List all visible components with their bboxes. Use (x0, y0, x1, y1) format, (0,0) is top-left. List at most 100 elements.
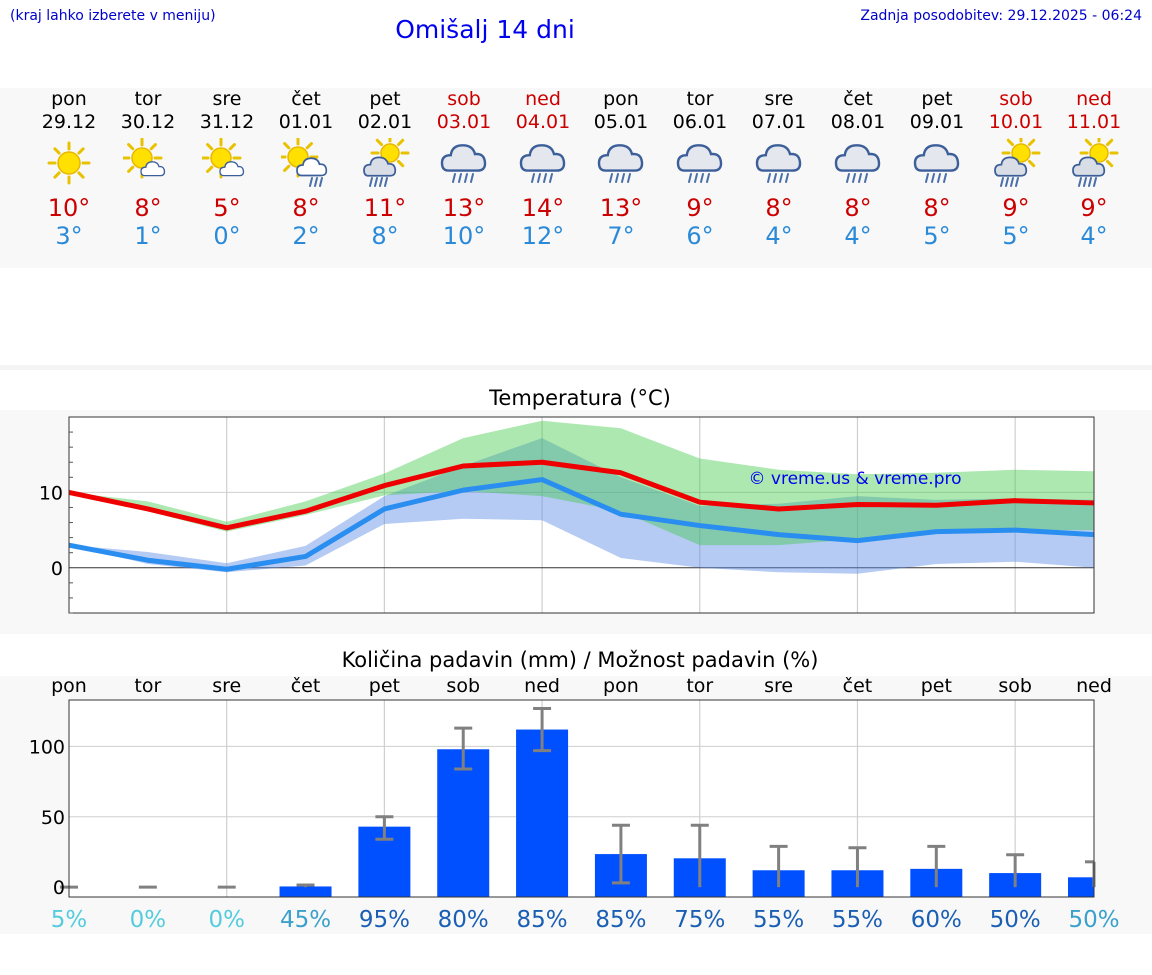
forecast-day: pet 02.01 11° 8° (345, 88, 425, 250)
category-label: sob (446, 675, 480, 697)
day-name: sre (212, 88, 242, 110)
y-tick-label: 10 (39, 482, 63, 504)
forecast-day: sob 03.01 13° 10° (424, 88, 504, 250)
category-label: pet (921, 675, 952, 697)
category-label: sob (998, 675, 1032, 697)
day-name: čet (291, 88, 321, 110)
min-temp: 7° (607, 222, 635, 250)
temperature-chart-title: Temperatura (°C) (489, 386, 671, 410)
y-tick-label: 0 (53, 877, 65, 899)
category-label: čet (291, 675, 321, 697)
forecast-day: čet 08.01 8° 4° (818, 88, 898, 250)
forecast-day: pon 29.12 10° 3° (29, 88, 109, 250)
forecast-day: ned 04.01 14° 12° (503, 88, 583, 250)
forecast-day: pon 05.01 13° 7° (581, 88, 661, 250)
sun-dark-cloud-rain-icon (991, 133, 1041, 188)
day-name: sob (999, 88, 1033, 110)
plot-area (69, 700, 1094, 897)
page-title: Omišalj 14 dni (395, 15, 575, 44)
precip-probability: 85% (595, 907, 646, 933)
sun-dark-cloud-rain-icon (360, 133, 410, 188)
forecast-day: tor 30.12 8° 1° (108, 88, 188, 250)
precip-bar (516, 729, 569, 897)
category-label: čet (843, 675, 873, 697)
precip-probability: 75% (674, 907, 725, 933)
cloud-rain-icon (912, 138, 962, 188)
category-label: pet (369, 675, 400, 697)
forecast-day: sob 10.01 9° 5° (976, 88, 1056, 250)
temperature-chart: 0 10 © vreme.us & vreme.pro (39, 416, 1095, 614)
category-label: ned (524, 675, 560, 697)
min-temp: 0° (213, 222, 241, 250)
day-name: pon (51, 88, 87, 110)
max-temp: 10° (47, 194, 91, 222)
y-tick-label: 100 (29, 736, 65, 758)
watermark: © vreme.us & vreme.pro (748, 469, 961, 489)
divider (0, 365, 1152, 370)
category-label: tor (686, 675, 713, 697)
precip-probability: 5% (51, 907, 88, 933)
min-temp: 12° (521, 222, 565, 250)
location-menu-hint[interactable]: (kraj lahko izberete v meniju) (10, 8, 216, 24)
sun-dark-cloud-rain-icon (1069, 133, 1119, 188)
day-name: pet (369, 88, 401, 110)
min-temp: 10° (442, 222, 486, 250)
precip-probability: 0% (208, 907, 245, 933)
max-temp: 8° (923, 194, 951, 222)
sun-cloud-icon (200, 137, 252, 188)
day-date: 03.01 (436, 111, 492, 133)
day-date: 08.01 (830, 111, 886, 133)
max-temp: 8° (844, 194, 872, 222)
min-temp-line (68, 477, 1095, 572)
cloud-rain-icon (833, 138, 883, 188)
min-temp: 4° (844, 222, 872, 250)
forecast-band (0, 88, 1152, 268)
precip-probability: 55% (753, 907, 804, 933)
category-label: ned (1076, 675, 1112, 697)
min-temp: 5° (1002, 222, 1030, 250)
forecast-day: ned 11.01 9° 4° (1054, 88, 1134, 250)
category-label: pon (603, 675, 639, 697)
forecast-day: sre 31.12 5° 0° (187, 88, 267, 250)
day-date: 04.01 (515, 111, 571, 133)
day-date: 10.01 (988, 111, 1044, 133)
max-temp: 11° (363, 194, 407, 222)
day-name: čet (843, 88, 873, 110)
day-name: sre (764, 88, 794, 110)
min-temp: 8° (371, 222, 399, 250)
min-temp: 2° (292, 222, 320, 250)
max-temp: 8° (765, 194, 793, 222)
forecast-day: čet 01.01 8° 2° (266, 88, 346, 250)
category-label: pon (51, 675, 87, 697)
forecast-day: sre 07.01 8° 4° (739, 88, 819, 250)
sun-cloud-rain-icon (277, 136, 331, 188)
cloud-rain-icon (675, 138, 725, 188)
min-temp: 1° (134, 222, 162, 250)
min-temp: 4° (1080, 222, 1108, 250)
precip-probability: 50% (990, 907, 1041, 933)
max-temp-line (68, 459, 1095, 531)
plot-border (68, 416, 1095, 614)
day-date: 06.01 (672, 111, 728, 133)
category-label: tor (134, 675, 161, 697)
sun-cloud-icon (121, 137, 173, 188)
min-temp: 5° (923, 222, 951, 250)
precip-probability: 80% (438, 907, 489, 933)
max-temp: 8° (292, 194, 320, 222)
category-label: sre (764, 675, 793, 697)
cloud-rain-icon (596, 138, 646, 188)
day-name: sob (447, 88, 481, 110)
precip-probability: 45% (280, 907, 331, 933)
day-date: 30.12 (120, 111, 176, 133)
max-temp: 9° (1080, 194, 1108, 222)
precipitation-chart-title: Količina padavin (mm) / Možnost padavin … (341, 648, 819, 672)
precip-bar (437, 749, 490, 897)
category-label: sre (212, 675, 241, 697)
precip-bar (279, 886, 332, 897)
day-name: ned (1076, 88, 1112, 110)
plot-border (68, 699, 1095, 898)
max-temp: 8° (134, 194, 162, 222)
precip-probability: 60% (911, 907, 962, 933)
cloud-rain-icon (518, 138, 568, 188)
max-temp: 14° (521, 194, 565, 222)
